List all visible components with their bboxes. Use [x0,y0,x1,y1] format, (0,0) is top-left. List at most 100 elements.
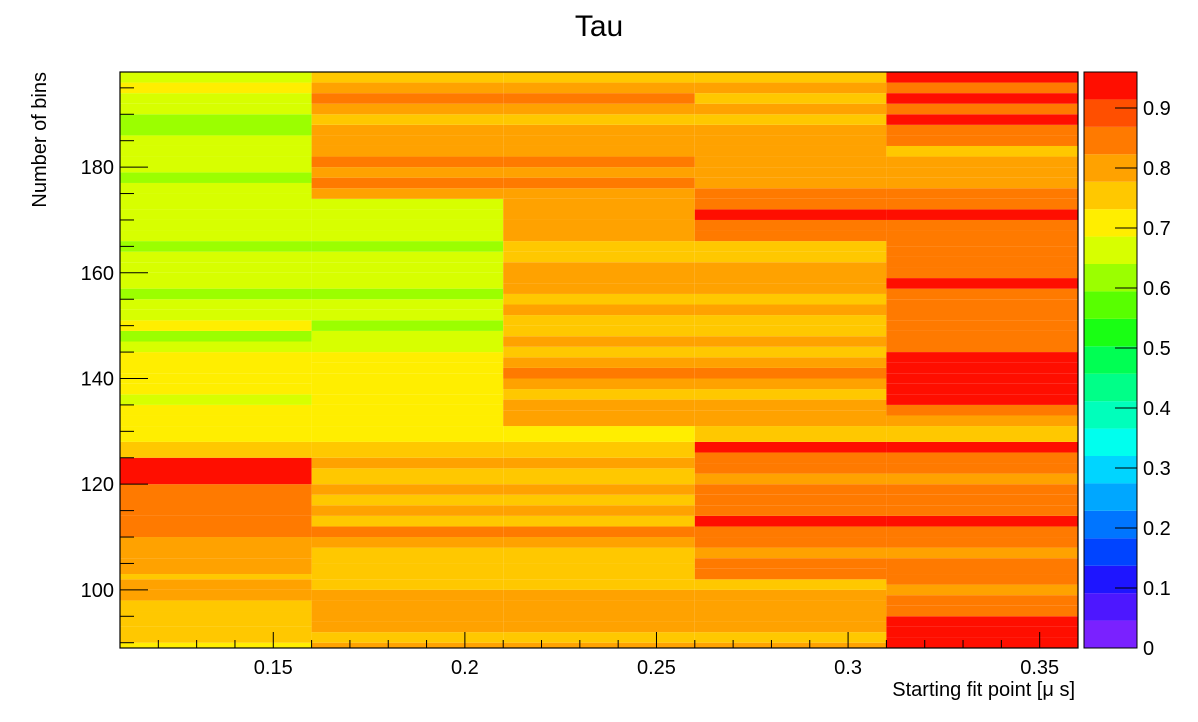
heatmap-cell [886,341,1078,353]
heatmap-cell [886,135,1078,146]
heatmap-cell [120,145,312,157]
heatmap-cell [694,293,887,305]
heatmap-cell [311,219,504,231]
heatmap-cell [886,278,1078,289]
heatmap-cells [120,72,1078,648]
heatmap-cell [120,193,312,210]
heatmap-cell [886,584,1078,596]
heatmap-cell [311,505,504,516]
heatmap-cell [311,632,504,643]
heatmap-cell [694,325,887,337]
heatmap-cell [886,188,1078,199]
heatmap-cell [311,82,504,94]
heatmap-cell [886,574,1078,585]
heatmap-cell [694,103,887,115]
heatmap-cell [886,616,1078,627]
heatmap-cell [311,188,504,199]
color-scale-label: 0.8 [1143,158,1171,180]
heatmap-cell [311,537,504,548]
heatmap-cell [503,124,695,136]
heatmap-cell [120,441,312,458]
plot-frame [119,71,1079,649]
heatmap-cell [311,404,504,416]
heatmap-cell [120,383,312,395]
heatmap-cell [694,336,887,347]
heatmap-cell [694,230,887,242]
heatmap-cell [503,494,695,506]
heatmap-cell [886,484,1078,495]
heatmap-cell [120,114,312,136]
heatmap-cell [886,383,1078,395]
heatmap-cell [886,394,1078,405]
heatmap-cell [503,283,695,294]
heatmap-cell [503,611,695,622]
chart-title: Tau [575,10,623,43]
heatmap-cell [120,515,312,538]
heatmap-cell [694,346,887,358]
heatmap-cell [886,177,1078,189]
heatmap-cell [886,219,1078,231]
heatmap-cell [886,626,1078,638]
heatmap-cell [311,241,504,252]
heatmap-cell [503,426,695,442]
x-tick-label: 0.2 [451,657,479,679]
heatmap-cell [886,494,1078,506]
heatmap-cell [886,114,1078,125]
heatmap-cell [694,484,887,495]
heatmap-cell [694,251,887,263]
heatmap-cell [503,103,695,115]
y-axis-title: Number of bins [29,72,51,208]
heatmap-cell [694,167,887,178]
color-scale-legend: 0 0.1 0.2 0.3 0.4 0.5 0.6 0.7 0.8 0.9 [1083,71,1171,660]
heatmap-cell [311,330,504,342]
heatmap-cell [886,362,1078,374]
heatmap-cell [503,177,695,189]
heatmap-cell [120,579,312,590]
heatmap-cell [503,632,695,643]
heatmap-cell [503,72,695,83]
color-scale-band [1084,401,1137,429]
heatmap-cell [503,410,695,427]
heatmap-cell [503,367,695,379]
heatmap-cell [694,399,887,411]
heatmap-cell [311,563,504,580]
heatmap-cell [311,341,504,353]
heatmap-cell [694,315,887,326]
y-tick-label: 100 [81,580,114,602]
heatmap-cell [886,352,1078,363]
heatmap-cell [694,600,887,612]
color-scale-band [1084,346,1137,374]
heatmap-cell [886,637,1078,648]
x-tick-label: 0.25 [637,657,676,679]
heatmap-cell [694,135,887,146]
color-scale-band [1084,291,1137,319]
heatmap-cell [694,547,887,559]
heatmap-cell [694,426,887,442]
heatmap-cell [503,293,695,305]
heatmap-cell [694,124,887,136]
y-tick-label: 180 [81,157,114,179]
heatmap-cell [503,468,695,485]
x-tick-label: 0.15 [254,657,293,679]
heatmap-cell [694,357,887,368]
heatmap-cell [886,558,1078,575]
heatmap-cell [311,167,504,178]
heatmap-cell [886,404,1078,416]
heatmap-cell [886,505,1078,516]
heatmap-cell [120,93,312,104]
heatmap-cell [694,589,887,601]
heatmap-cell [311,299,504,310]
heatmap-cell [311,230,504,242]
heatmap-cell [120,272,312,289]
heatmap-cell [694,82,887,94]
color-scale-band [1084,428,1137,456]
heatmap-cell [311,547,504,564]
color-scale-band [1084,264,1137,292]
heatmap-cell [311,352,504,363]
heatmap-cell [120,103,312,115]
heatmap-cell [886,330,1078,342]
heatmap-cell [503,484,695,495]
heatmap-cell [886,209,1078,220]
heatmap-cell [694,304,887,316]
